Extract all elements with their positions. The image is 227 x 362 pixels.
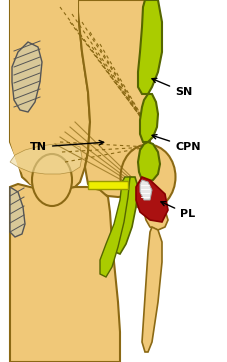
Polygon shape	[142, 227, 162, 352]
Polygon shape	[136, 177, 168, 222]
Polygon shape	[10, 184, 120, 362]
Polygon shape	[114, 177, 138, 254]
Text: TN: TN	[30, 140, 104, 152]
Polygon shape	[100, 177, 130, 277]
Text: SN: SN	[152, 78, 192, 97]
Polygon shape	[138, 0, 162, 94]
Text: PL: PL	[161, 202, 195, 219]
Polygon shape	[140, 94, 158, 142]
Bar	[88, 181, 128, 189]
Polygon shape	[140, 180, 152, 200]
Polygon shape	[10, 0, 90, 192]
Polygon shape	[12, 42, 42, 112]
Polygon shape	[78, 0, 150, 197]
Ellipse shape	[32, 154, 72, 206]
Polygon shape	[10, 0, 85, 190]
Polygon shape	[10, 144, 82, 174]
Polygon shape	[138, 142, 160, 182]
Polygon shape	[10, 187, 25, 237]
Polygon shape	[144, 200, 168, 230]
Text: CPN: CPN	[152, 135, 200, 152]
Ellipse shape	[121, 144, 175, 210]
